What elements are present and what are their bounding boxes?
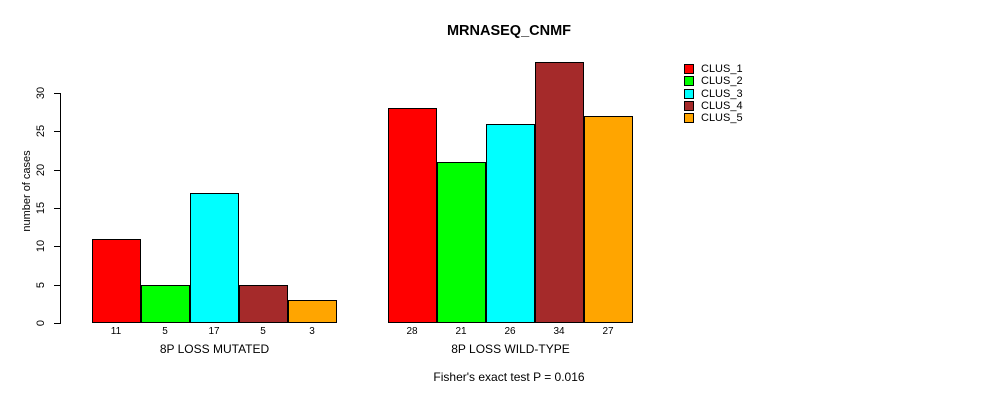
legend-swatch-CLUS_2	[684, 76, 694, 87]
bar-value-label-CLUS_4-group2: 34	[553, 326, 565, 337]
bar-value-label-CLUS_5-group2: 27	[602, 326, 614, 337]
legend-label-CLUS_2: CLUS_2	[701, 75, 743, 88]
legend-row-CLUS_3: CLUS_3	[684, 88, 743, 100]
legend-row-CLUS_1: CLUS_1	[684, 63, 743, 75]
bar-CLUS_3-group2	[486, 123, 535, 323]
y-tick-mark-20	[54, 169, 60, 171]
legend-row-CLUS_2: CLUS_2	[684, 75, 743, 87]
y-tick-mark-10	[54, 246, 60, 248]
bar-CLUS_2-group2	[437, 162, 486, 323]
bar-CLUS_1-group2	[388, 108, 437, 323]
bar-CLUS_5-group2	[584, 116, 633, 323]
y-tick-label-5: 5	[35, 281, 47, 288]
bar-value-label-CLUS_5-group1: 3	[309, 326, 315, 337]
legend-swatch-CLUS_4	[684, 101, 694, 112]
y-tick-mark-5	[54, 284, 60, 286]
group-label-1: 8P LOSS MUTATED	[159, 342, 270, 356]
legend-row-CLUS_4: CLUS_4	[684, 100, 743, 112]
bar-value-label-CLUS_1-group1: 11	[110, 326, 122, 337]
legend-label-CLUS_3: CLUS_3	[701, 87, 743, 100]
legend-label-CLUS_1: CLUS_1	[701, 63, 743, 76]
legend-swatch-CLUS_5	[684, 113, 694, 124]
bar-CLUS_2-group1	[141, 284, 190, 323]
bar-CLUS_5-group1	[288, 300, 337, 323]
y-tick-label-0: 0	[35, 319, 47, 327]
legend-label-CLUS_5: CLUS_5	[701, 112, 743, 125]
y-tick-mark-0	[54, 323, 60, 324]
chart-title: MRNASEQ_CNMF	[446, 23, 572, 39]
bar-CLUS_4-group1	[239, 284, 288, 323]
y-tick-mark-15	[54, 208, 60, 209]
bar-CLUS_1-group1	[92, 238, 141, 323]
y-tick-label-25: 25	[35, 125, 47, 138]
group-label-2: 8P LOSS WILD-TYPE	[451, 342, 570, 356]
y-axis-line	[60, 93, 61, 324]
legend-label-CLUS_4: CLUS_4	[701, 100, 743, 113]
bar-value-label-CLUS_1-group2: 28	[406, 326, 418, 337]
legend: CLUS_1 CLUS_2 CLUS_3 CLUS_4 CLUS_5	[684, 63, 743, 124]
fisher-test-annotation: Fisher's exact test P = 0.016	[433, 370, 585, 384]
y-tick-label-10: 10	[35, 240, 47, 253]
y-tick-label-20: 20	[35, 163, 47, 176]
bar-value-label-CLUS_2-group2: 21	[455, 326, 467, 337]
bar-value-label-CLUS_4-group1: 5	[260, 326, 266, 337]
legend-swatch-CLUS_3	[684, 88, 694, 99]
bar-value-label-CLUS_3-group2: 26	[504, 326, 516, 337]
bar-value-label-CLUS_2-group1: 5	[162, 326, 168, 337]
y-axis-label: number of cases	[21, 150, 33, 232]
bar-CLUS_4-group2	[535, 62, 584, 323]
legend-row-CLUS_5: CLUS_5	[684, 112, 743, 124]
y-tick-label-15: 15	[35, 201, 47, 215]
y-tick-mark-30	[54, 93, 60, 94]
legend-swatch-CLUS_1	[684, 64, 694, 75]
bar-value-label-CLUS_3-group1: 17	[208, 326, 220, 337]
y-tick-label-30: 30	[35, 86, 47, 100]
y-tick-mark-25	[54, 131, 60, 133]
bar-CLUS_3-group1	[190, 192, 239, 323]
